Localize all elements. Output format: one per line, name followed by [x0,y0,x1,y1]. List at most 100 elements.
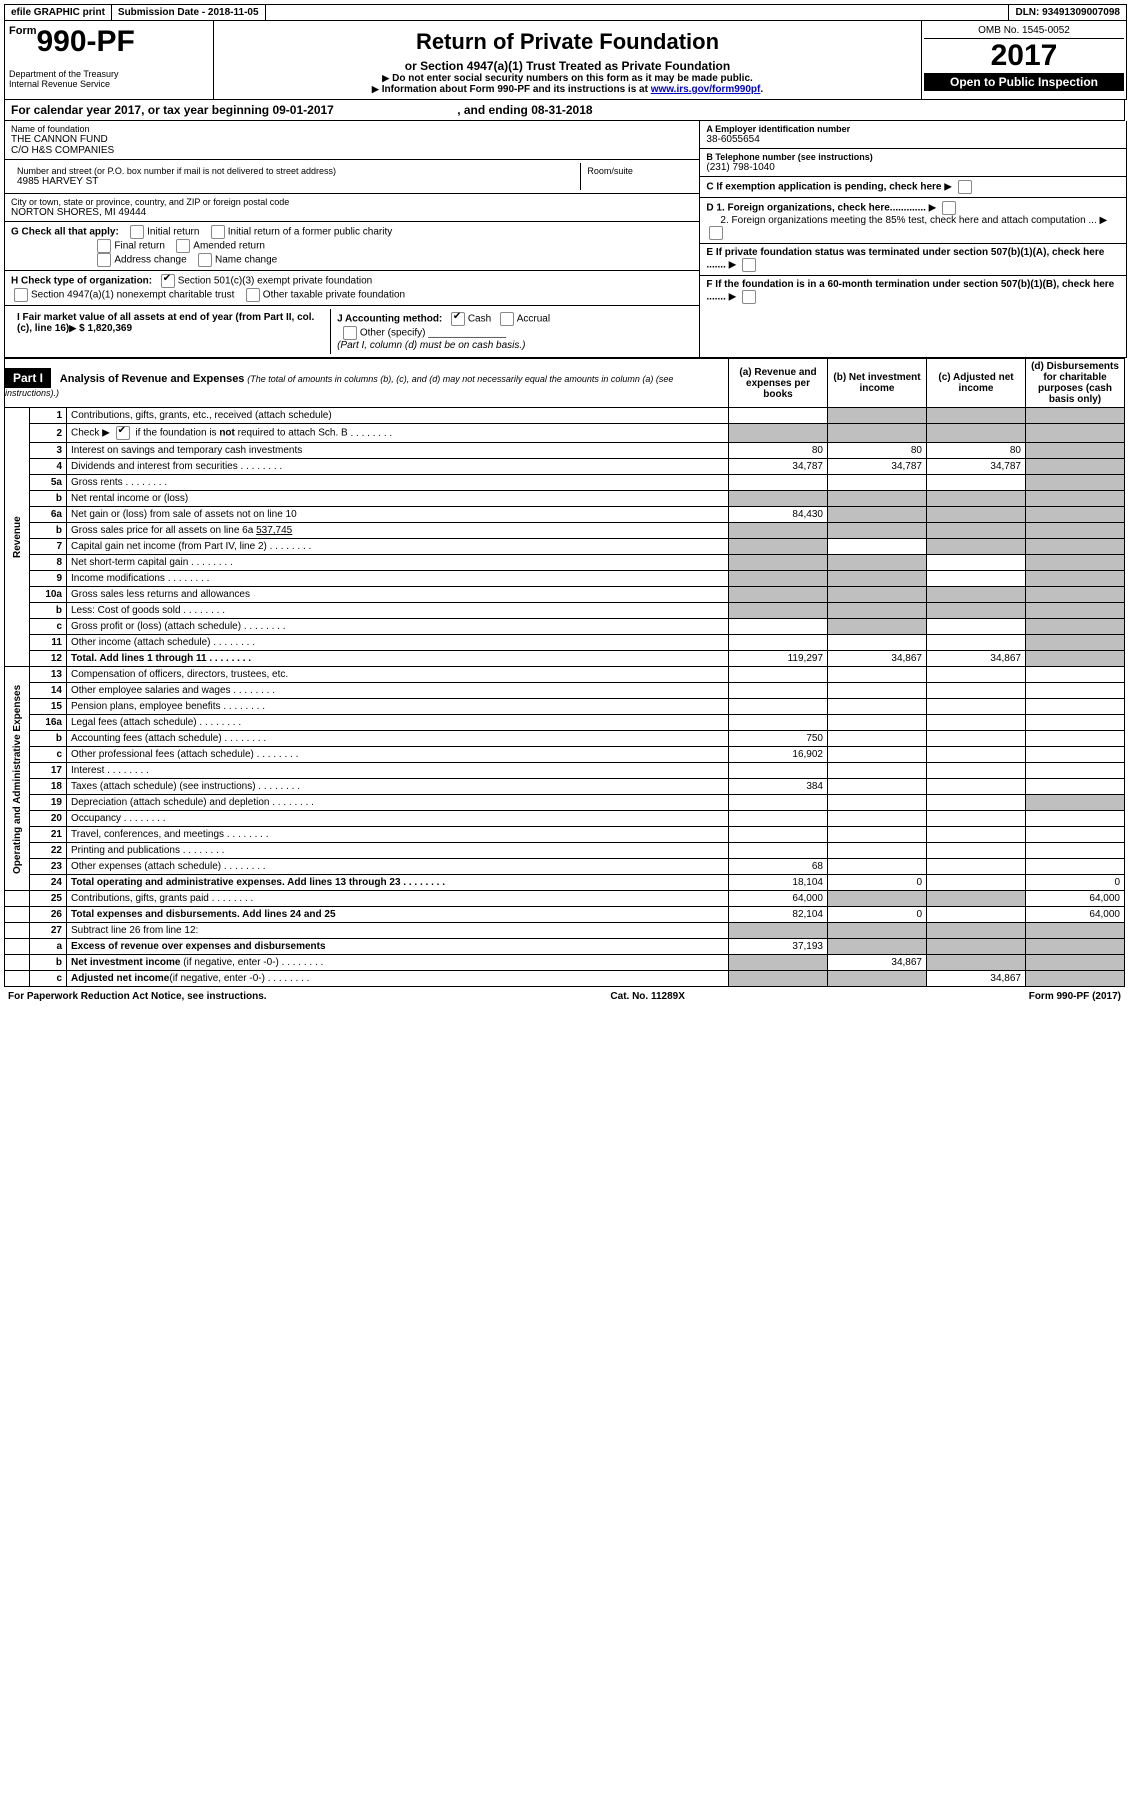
checkbox-address-change[interactable] [97,253,111,267]
row-26: 26Total expenses and disbursements. Add … [5,907,1125,923]
section-e: E If private foundation status was termi… [700,244,1126,276]
checkbox-amended[interactable] [176,239,190,253]
row-6b: b Gross sales price for all assets on li… [5,523,1125,539]
row-23: 23Other expenses (attach schedule)68 [5,859,1125,875]
top-bar: efile GRAPHIC print Submission Date - 20… [4,4,1127,21]
open-to-public: Open to Public Inspection [924,73,1124,91]
checkbox-initial-return[interactable] [130,225,144,239]
row-6a: 6a Net gain or (loss) from sale of asset… [5,507,1125,523]
row-18: 18Taxes (attach schedule) (see instructi… [5,779,1125,795]
section-c: C If exemption application is pending, c… [700,177,1126,198]
checkbox-foreign-85[interactable] [709,226,723,240]
row-11: 11 Other income (attach schedule) [5,635,1125,651]
header-block: Form990-PF Department of the Treasury In… [4,21,1127,100]
info-right: A Employer identification number 38-6055… [699,121,1126,357]
row-25: 25Contributions, gifts, grants paid64,00… [5,891,1125,907]
col-d-header: (d) Disbursements for charitable purpose… [1026,359,1125,408]
footer-right: Form 990-PF (2017) [1029,991,1121,1002]
row-2: 2 Check ▶ if the foundation is not requi… [5,424,1125,443]
checkbox-initial-former[interactable] [211,225,225,239]
row-12: 12 Total. Add lines 1 through 11 119,297… [5,651,1125,667]
expenses-label: Operating and Administrative Expenses [5,667,30,891]
row-16a: 16aLegal fees (attach schedule) [5,715,1125,731]
part1-label: Part I [5,368,51,388]
row-5b: b Net rental income or (loss) [5,491,1125,507]
section-f: F If the foundation is in a 60-month ter… [700,276,1126,307]
section-h: H Check type of organization: Section 50… [5,271,699,306]
checkbox-final-return[interactable] [97,239,111,253]
checkbox-foreign-org[interactable] [942,201,956,215]
phone-cell: B Telephone number (see instructions) (2… [700,149,1126,177]
ein-cell: A Employer identification number 38-6055… [700,121,1126,149]
row-4: 4 Dividends and interest from securities… [5,459,1125,475]
row-16c: cOther professional fees (attach schedul… [5,747,1125,763]
header-note-2: Information about Form 990-PF and its in… [218,84,917,95]
row-9: 9 Income modifications [5,571,1125,587]
dept-label: Department of the Treasury [9,69,209,79]
section-d: D 1. Foreign organizations, check here..… [700,198,1126,244]
row-27a: aExcess of revenue over expenses and dis… [5,939,1125,955]
row-7: 7 Capital gain net income (from Part IV,… [5,539,1125,555]
col-a-header: (a) Revenue and expenses per books [729,359,828,408]
form-number: 990-PF [37,25,135,58]
form-prefix: Form [9,25,37,37]
section-i-j: I Fair market value of all assets at end… [5,306,699,357]
row-21: 21Travel, conferences, and meetings [5,827,1125,843]
row-10a: 10a Gross sales less returns and allowan… [5,587,1125,603]
checkbox-accrual[interactable] [500,312,514,326]
checkbox-60-month[interactable] [742,290,756,304]
footer: For Paperwork Reduction Act Notice, see … [4,989,1125,1004]
row-20: 20Occupancy [5,811,1125,827]
row-14: 14Other employee salaries and wages [5,683,1125,699]
submission-date: Submission Date - 2018-11-05 [112,5,266,20]
checkbox-schb[interactable] [116,426,130,440]
checkbox-cash[interactable] [451,312,465,326]
header-right: OMB No. 1545-0052 2017 Open to Public In… [922,21,1126,99]
col-b-header: (b) Net investment income [828,359,927,408]
tax-year: 2017 [924,39,1124,73]
checkbox-other-taxable[interactable] [246,288,260,302]
row-3: 3 Interest on savings and temporary cash… [5,443,1125,459]
omb-number: OMB No. 1545-0052 [924,23,1124,39]
checkbox-status-terminated[interactable] [742,258,756,272]
efile-label[interactable]: efile GRAPHIC print [5,5,112,20]
row-15: 15Pension plans, employee benefits [5,699,1125,715]
row-8: 8 Net short-term capital gain [5,555,1125,571]
header-center: Return of Private Foundation or Section … [214,21,922,99]
row-27b: bNet investment income (if negative, ent… [5,955,1125,971]
row-16b: bAccounting fees (attach schedule)750 [5,731,1125,747]
row-17: 17Interest [5,763,1125,779]
row-5a: 5a Gross rents [5,475,1125,491]
part1-table: Part I Analysis of Revenue and Expenses … [4,358,1125,987]
checkbox-name-change[interactable] [198,253,212,267]
foundation-name-cell: Name of foundation THE CANNON FUND C/O H… [5,121,699,160]
checkbox-501c3[interactable] [161,274,175,288]
section-g: G Check all that apply: Initial return I… [5,222,699,271]
checkbox-4947a1[interactable] [14,288,28,302]
irs-label: Internal Revenue Service [9,79,209,89]
row-10b: b Less: Cost of goods sold [5,603,1125,619]
info-block: Name of foundation THE CANNON FUND C/O H… [4,121,1127,358]
city-cell: City or town, state or province, country… [5,194,699,222]
form-subtitle: or Section 4947(a)(1) Trust Treated as P… [218,59,917,73]
dln-label: DLN: 93491309007098 [1009,5,1126,20]
row-27: 27Subtract line 26 from line 12: [5,923,1125,939]
topbar-spacer [266,5,1010,20]
street-cell: Number and street (or P.O. box number if… [5,160,699,194]
header-note-1: Do not enter social security numbers on … [218,73,917,84]
row-22: 22Printing and publications [5,843,1125,859]
row-27c: cAdjusted net income(if negative, enter … [5,971,1125,987]
row-1: Revenue 1 Contributions, gifts, grants, … [5,408,1125,424]
instructions-link[interactable]: www.irs.gov/form990pf [651,84,761,95]
row-19: 19Depreciation (attach schedule) and dep… [5,795,1125,811]
header-left: Form990-PF Department of the Treasury In… [5,21,214,99]
footer-mid: Cat. No. 11289X [610,991,684,1002]
row-10c: c Gross profit or (loss) (attach schedul… [5,619,1125,635]
checkbox-other-method[interactable] [343,326,357,340]
checkbox-exemption-pending[interactable] [958,180,972,194]
revenue-label: Revenue [5,408,30,667]
row-13: Operating and Administrative Expenses 13… [5,667,1125,683]
row-24: 24Total operating and administrative exp… [5,875,1125,891]
form-title: Return of Private Foundation [218,29,917,55]
footer-left: For Paperwork Reduction Act Notice, see … [8,991,267,1002]
